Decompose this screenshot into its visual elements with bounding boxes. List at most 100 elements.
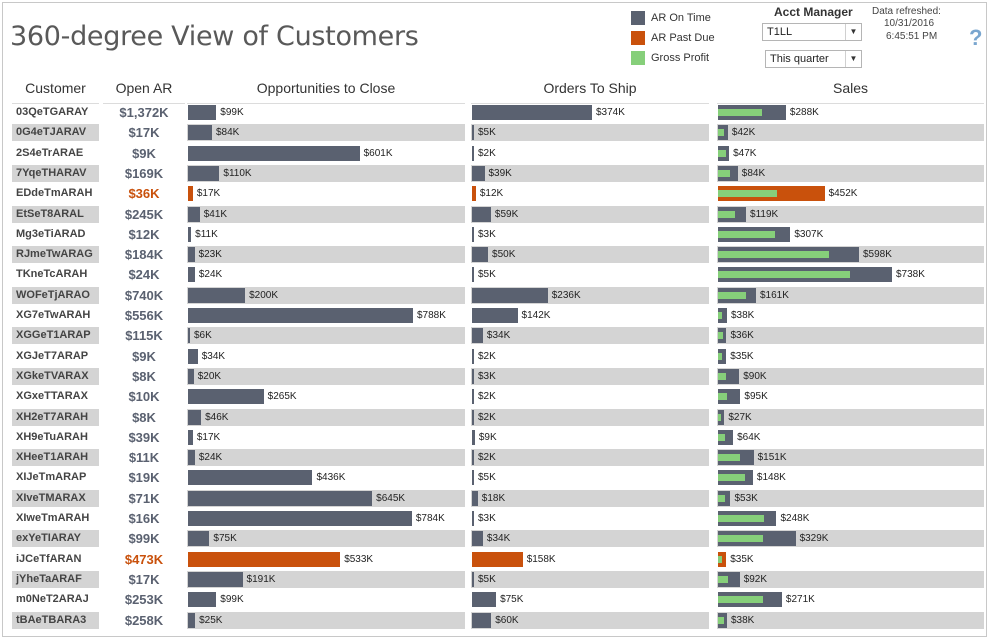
order-bar[interactable] — [472, 409, 474, 425]
opportunity-bar[interactable] — [188, 368, 194, 384]
page-title: 360-degree View of Customers — [10, 21, 419, 52]
opportunity-label: $24K — [198, 452, 223, 464]
opportunity-bar[interactable] — [188, 165, 220, 181]
customer-name[interactable]: XIJeTmARAP — [16, 471, 87, 484]
customer-name[interactable]: XH9eTuARAH — [16, 430, 88, 443]
row-band — [12, 530, 99, 548]
opportunity-bar[interactable] — [188, 429, 193, 445]
customer-name[interactable]: XH2eT7ARAH — [16, 410, 89, 423]
order-bar[interactable] — [472, 429, 475, 445]
opportunity-bar[interactable] — [188, 328, 190, 344]
customer-name[interactable]: 0G4eTJARAV — [16, 126, 87, 139]
sales-bar[interactable] — [718, 551, 727, 567]
header-divider — [717, 103, 984, 104]
order-bar[interactable] — [472, 511, 474, 526]
customer-name[interactable]: exYeTIARAY — [16, 532, 82, 545]
opportunity-bar[interactable] — [188, 409, 202, 425]
order-bar[interactable] — [472, 206, 491, 222]
order-bar[interactable] — [472, 145, 474, 161]
order-bar[interactable] — [472, 125, 474, 141]
opportunity-bar[interactable] — [188, 511, 412, 526]
customer-name[interactable]: XG7eTwARAH — [16, 309, 91, 321]
opportunity-label: $436K — [316, 472, 346, 484]
opportunity-bar[interactable] — [188, 531, 210, 547]
customer-name[interactable]: EDdeTmARAH — [16, 187, 93, 200]
customer-name[interactable]: XIveTMARAX — [16, 491, 86, 504]
customer-name[interactable]: XGGeT1ARAP — [16, 329, 91, 342]
customer-name[interactable]: XHeeT1ARAH — [16, 451, 89, 464]
opportunity-bar[interactable] — [188, 186, 193, 202]
customer-name[interactable]: WOFeTjARAO — [16, 288, 90, 301]
opportunity-bar[interactable] — [188, 389, 264, 405]
customer-name[interactable]: RJmeTwARAG — [16, 248, 93, 261]
order-bar[interactable] — [472, 470, 474, 486]
sales-label: $36K — [730, 330, 754, 342]
order-label: $34K — [486, 330, 511, 342]
sales-bar[interactable] — [718, 368, 740, 384]
customer-name[interactable]: m0NeT2ARAJ — [16, 593, 89, 606]
customer-name[interactable]: tBAeTBARA3 — [16, 613, 87, 626]
order-bar[interactable] — [472, 592, 497, 608]
help-icon[interactable]: ? — [969, 25, 983, 50]
customer-name[interactable]: iJCeTfARAN — [16, 552, 82, 565]
customer-name[interactable]: XGkeTVARAX — [16, 369, 89, 382]
customer-name[interactable]: jYheTaARAF — [16, 572, 82, 585]
opportunity-bar[interactable] — [188, 206, 200, 222]
order-bar[interactable] — [472, 490, 478, 506]
opportunity-bar[interactable] — [188, 571, 243, 587]
order-bar[interactable] — [472, 571, 474, 587]
customer-name[interactable]: TKneTcARAH — [16, 268, 88, 281]
order-bar[interactable] — [472, 389, 474, 405]
customer-name[interactable]: XGJeT7ARAP — [16, 349, 89, 362]
order-bar[interactable] — [472, 267, 474, 283]
opportunity-bar[interactable] — [188, 125, 212, 141]
opportunity-bar[interactable] — [188, 226, 192, 242]
opportunity-bar[interactable] — [188, 551, 341, 567]
customer-name[interactable]: 03QeTGARAY — [16, 106, 89, 118]
opportunity-bar[interactable] — [188, 287, 246, 303]
order-bar[interactable] — [472, 612, 492, 628]
opportunity-bar[interactable] — [188, 490, 373, 506]
sales-bar[interactable] — [718, 348, 727, 364]
order-bar[interactable] — [472, 308, 518, 323]
opportunity-label: $24K — [198, 269, 223, 281]
order-bar[interactable] — [472, 551, 523, 567]
open-ar-value: $71K — [128, 490, 160, 506]
sales-bar[interactable] — [718, 308, 727, 323]
order-bar[interactable] — [472, 226, 474, 242]
opportunity-bar[interactable] — [188, 267, 195, 283]
open-ar-value: $11K — [128, 450, 160, 466]
customer-name[interactable]: XGxeTTARAX — [16, 390, 88, 403]
gross-profit-bar — [718, 372, 727, 380]
opportunity-bar[interactable] — [188, 247, 195, 263]
order-bar[interactable] — [472, 450, 474, 466]
order-bar[interactable] — [472, 348, 474, 364]
customer-name[interactable]: XIweTmARAH — [16, 512, 90, 524]
opportunity-bar[interactable] — [188, 145, 360, 161]
order-label: $2K — [478, 147, 496, 159]
opportunity-bar[interactable] — [188, 592, 217, 608]
customer-name[interactable]: Mg3eTiARAD — [16, 227, 86, 240]
opportunity-bar[interactable] — [188, 450, 195, 466]
sales-bar[interactable] — [718, 429, 734, 445]
sales-bar[interactable] — [718, 571, 740, 587]
opportunity-bar[interactable] — [188, 105, 217, 120]
order-bar[interactable] — [472, 368, 474, 384]
sales-bar[interactable] — [718, 389, 741, 405]
opportunity-bar[interactable] — [188, 348, 198, 364]
order-bar[interactable] — [472, 186, 476, 202]
order-bar[interactable] — [472, 531, 483, 547]
customer-name[interactable]: 7YqeTHARAV — [16, 166, 87, 179]
opportunity-bar[interactable] — [188, 308, 413, 323]
order-bar[interactable] — [472, 328, 483, 344]
order-bar[interactable] — [472, 287, 548, 303]
order-bar[interactable] — [472, 105, 592, 120]
customer-name[interactable]: 2S4eTrARAE — [16, 146, 84, 159]
opportunity-bar[interactable] — [188, 470, 313, 486]
order-bar[interactable] — [472, 247, 489, 263]
order-bar[interactable] — [472, 165, 485, 181]
acct-manager-dropdown[interactable]: T1LL ▼ — [762, 23, 862, 41]
period-dropdown[interactable]: This quarter ▼ — [765, 50, 862, 68]
opportunity-bar[interactable] — [188, 612, 196, 628]
customer-name[interactable]: EtSeT8ARAL — [16, 207, 84, 220]
